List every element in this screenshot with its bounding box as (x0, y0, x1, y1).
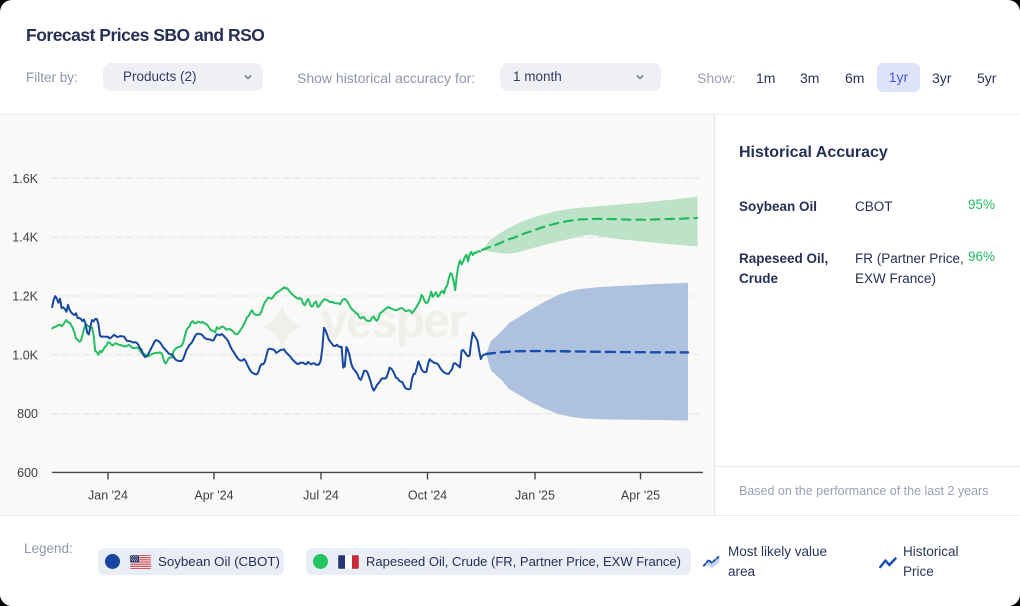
svg-text:1.4K: 1.4K (12, 231, 38, 245)
svg-text:800: 800 (17, 407, 38, 421)
svg-text:1.6K: 1.6K (12, 172, 38, 186)
svg-text:1.0K: 1.0K (12, 348, 38, 362)
svg-text:Jan '25: Jan '25 (515, 488, 555, 502)
svg-text:Apr '25: Apr '25 (621, 488, 660, 502)
svg-text:Apr '24: Apr '24 (194, 488, 233, 502)
svg-text:vesper: vesper (321, 295, 466, 348)
svg-text:600: 600 (17, 466, 38, 480)
svg-text:Oct '24: Oct '24 (408, 488, 447, 502)
svg-text:Jan '24: Jan '24 (88, 488, 128, 502)
svg-text:Jul '24: Jul '24 (303, 488, 339, 502)
svg-text:1.2K: 1.2K (12, 290, 38, 304)
